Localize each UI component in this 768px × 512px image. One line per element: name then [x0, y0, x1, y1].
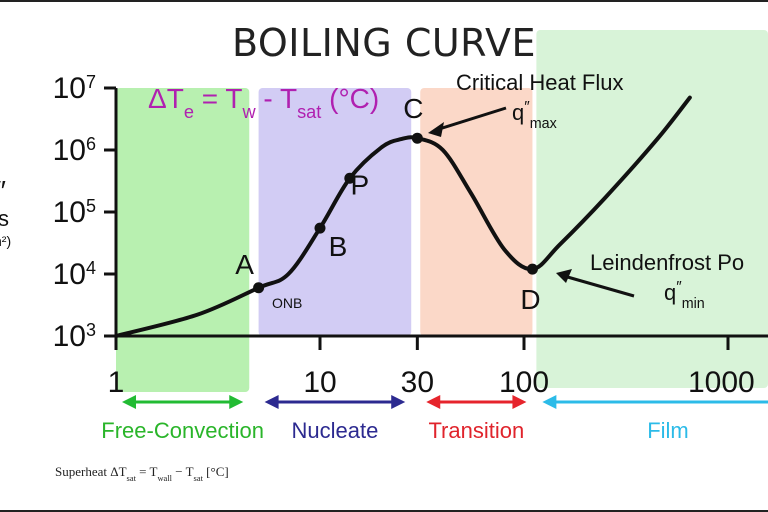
region-fill-film [536, 30, 768, 388]
point-d [526, 263, 538, 275]
y-tick-label: 107 [53, 72, 96, 105]
regime-label-film: Film [647, 418, 689, 443]
point-label-p: P [350, 169, 369, 200]
leidenfrost-label: Leindenfrost Po [590, 250, 744, 275]
regime-arrowhead-left-free-convection [122, 395, 136, 409]
x-tick-label: 30 [401, 366, 434, 399]
point-label-c: C [403, 93, 423, 124]
chf-qmax: q″max [512, 99, 557, 133]
regime-arrowhead-right-free-convection [229, 395, 244, 409]
regime-label-free-convection: Free-Convection [101, 418, 264, 443]
region-fill-transition [420, 88, 533, 336]
y-tick-label: 103 [53, 320, 96, 353]
point-label-d: D [520, 284, 540, 315]
x-tick-label: 1 [108, 366, 125, 399]
superheat-equation: ΔTe = Tw - Tsat (°C) [148, 83, 379, 122]
region-fill-nucleate [258, 88, 412, 336]
point-label-a: A [235, 249, 254, 280]
superheat-footer: Superheat ΔTsat = Twall − Tsat [°C] [55, 464, 229, 483]
regime-arrowhead-left-film [542, 395, 557, 409]
point-p [344, 172, 356, 184]
y-axis-label-fragment-3: n²) [0, 233, 11, 249]
x-tick-label: 10 [303, 366, 336, 399]
region-fill-free-convection [116, 88, 250, 392]
leidenfrost-arrowhead [556, 269, 572, 283]
regime-arrowhead-right-nucleate [391, 395, 406, 409]
y-tick-label: 104 [53, 258, 96, 291]
x-tick-label: 100 [499, 366, 549, 399]
point-c [411, 132, 423, 144]
chart-title: BOILING CURVE [232, 21, 536, 65]
regime-arrowhead-right-transition [512, 395, 527, 409]
x-tick-label: 1000 [688, 366, 755, 399]
regime-arrowhead-left-transition [426, 395, 441, 409]
y-tick-label: 105 [53, 196, 96, 229]
regime-label-nucleate: Nucleate [291, 418, 378, 443]
leidenfrost-arrow [563, 274, 635, 298]
onb-label: ONB [272, 295, 302, 311]
regime-arrowhead-left-nucleate [264, 395, 279, 409]
y-tick-label: 106 [53, 134, 96, 167]
regime-label-transition: Transition [428, 418, 524, 443]
chf-arrow [435, 106, 507, 132]
chf-label: Critical Heat Flux [456, 70, 623, 95]
leidenfrost-qmin: q″min [664, 279, 705, 313]
y-axis-label-fragment-2: s [0, 206, 9, 231]
point-label-b: B [329, 231, 348, 262]
point-a [253, 282, 265, 294]
point-b [314, 222, 326, 234]
y-axis-label-fragment-1: ″ [0, 175, 6, 206]
chf-arrowhead [428, 122, 444, 137]
